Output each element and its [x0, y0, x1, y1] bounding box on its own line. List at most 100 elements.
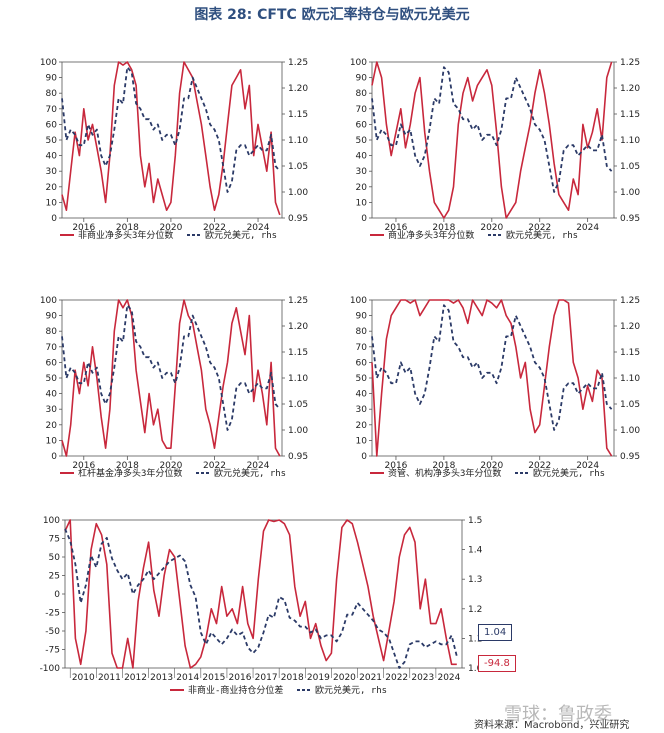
- left-tick-label: 0: [361, 452, 367, 462]
- x-tick-label: 2020: [159, 223, 182, 233]
- x-tick-label: 2020: [333, 673, 356, 683]
- left-tick-label: 50: [356, 374, 368, 384]
- x-tick-label: 2016: [229, 673, 252, 683]
- right-tick-label: 1.20: [620, 322, 640, 332]
- left-tick-label: -50: [45, 627, 60, 637]
- left-tick-label: -100: [40, 664, 61, 674]
- left-tick-label: 100: [350, 58, 367, 68]
- right-tick-label: 1.0: [468, 664, 483, 674]
- left-tick-label: 100: [350, 296, 367, 306]
- series-line-positioning: [371, 299, 613, 457]
- right-tick-label: 1.15: [288, 348, 308, 358]
- right-tick-label: 1.05: [620, 400, 640, 410]
- right-tick-label: 1.25: [288, 58, 308, 68]
- right-tick-label: 1.25: [620, 58, 640, 68]
- right-tick-label: 1.4: [468, 546, 483, 556]
- right-tick-label: 0.95: [288, 452, 308, 462]
- right-tick-label: 1.05: [288, 400, 308, 410]
- x-tick-label: 2010: [72, 673, 95, 683]
- right-tick-label: 1.00: [620, 426, 640, 436]
- x-tick-label: 2017: [255, 673, 278, 683]
- x-tick-label: 2024: [247, 223, 270, 233]
- left-tick-label: 100: [43, 516, 60, 526]
- x-tick-label: 2024: [576, 223, 599, 233]
- right-tick-label: 1.00: [620, 188, 640, 198]
- chart-leveraged-funds-percentile: 0 10 20 30 40 50 60 70 80 90 100 0.95 1.00 1.05 1.10 1.…: [40, 296, 309, 479]
- right-tick-label: 1.20: [288, 84, 308, 94]
- left-tick-label: 90: [46, 312, 58, 322]
- x-tick-label: 2022: [528, 223, 551, 233]
- left-tick-label: 20: [356, 183, 368, 193]
- left-tick-label: 100: [40, 296, 57, 306]
- chart-asset-managers-percentile: 0 10 20 30 40 50 60 70 80 90 100 0.95 1.00 1.05 1.10 1.…: [350, 296, 641, 479]
- series-line-eurusd: [371, 304, 613, 431]
- right-tick-label: 1.5: [468, 516, 482, 526]
- right-tick-label: 1.10: [288, 374, 308, 384]
- series-line-positioning: [64, 519, 457, 669]
- right-tick-label: 0.95: [288, 214, 308, 224]
- left-tick-label: 0: [54, 590, 60, 600]
- left-tick-label: 30: [46, 405, 58, 415]
- x-tick-label: 2024: [437, 673, 460, 683]
- figure-title: 图表 28: CFTC 欧元汇率持仓与欧元兑美元: [194, 7, 470, 23]
- left-tick-label: 30: [46, 167, 58, 177]
- left-tick-label: -25: [45, 609, 60, 619]
- legend-label-eurusd: 欧元兑美元, rhs: [315, 684, 387, 696]
- right-tick-label: 0.95: [620, 452, 640, 462]
- left-tick-label: 50: [356, 136, 368, 146]
- x-tick-label: 2019: [307, 673, 330, 683]
- x-tick-label: 2020: [480, 223, 503, 233]
- right-tick-label: 1.2: [468, 605, 482, 615]
- left-tick-label: 90: [356, 312, 368, 322]
- x-tick-label: 2022: [203, 223, 226, 233]
- left-tick-label: 70: [46, 343, 58, 353]
- x-tick-label: 2020: [480, 461, 503, 471]
- series-line-eurusd: [64, 528, 458, 669]
- x-tick-label: 2022: [203, 461, 226, 471]
- left-tick-label: -75: [45, 646, 60, 656]
- left-tick-label: 0: [361, 214, 367, 224]
- right-tick-label: 1.10: [620, 136, 640, 146]
- spread-end-label: -94.8: [478, 655, 516, 672]
- left-tick-label: 60: [46, 120, 58, 130]
- left-tick-label: 30: [356, 167, 368, 177]
- right-tick-label: 1.10: [620, 374, 640, 384]
- series-line-eurusd: [61, 66, 281, 193]
- watermark: 雪球：鲁政委: [504, 704, 612, 725]
- x-tick-label: 2016: [72, 461, 95, 471]
- x-tick-label: 2014: [176, 673, 199, 683]
- legend-label-positioning: 商业净多头3年分位数: [388, 229, 474, 241]
- right-tick-label: 1.15: [620, 348, 640, 358]
- left-tick-label: 20: [46, 183, 58, 193]
- left-tick-label: 70: [356, 343, 368, 353]
- x-tick-label: 2018: [281, 673, 304, 683]
- x-tick-label: 2024: [576, 461, 599, 471]
- source-note: 资料来源：Macrobond，兴业研究: [474, 720, 630, 731]
- left-tick-label: 10: [46, 198, 58, 208]
- x-tick-label: 2024: [247, 461, 270, 471]
- x-tick-label: 2022: [528, 461, 551, 471]
- right-tick-label: 0.95: [620, 214, 640, 224]
- fx-end-label: 1.04: [478, 624, 513, 641]
- x-tick-label: 2022: [385, 673, 408, 683]
- left-tick-label: 20: [46, 421, 58, 431]
- chart-position-spread: -100 -75 -50 -25 0 25 50 75 100 1.0 1.1 1.2 1.3 1.4 1.…: [40, 516, 483, 696]
- left-tick-label: 60: [356, 120, 368, 130]
- right-tick-label: 1.3: [468, 575, 482, 585]
- left-tick-label: 40: [356, 152, 368, 162]
- right-tick-label: 1.05: [620, 162, 640, 172]
- right-tick-label: 1.25: [288, 296, 308, 306]
- left-tick-label: 70: [46, 105, 58, 115]
- x-tick-label: 2015: [202, 673, 225, 683]
- x-tick-label: 2012: [124, 673, 147, 683]
- left-tick-label: 40: [356, 390, 368, 400]
- x-tick-label: 2013: [150, 673, 173, 683]
- chart-noncommercial-percentile: 0 10 20 30 40 50 60 70 80 90 100 0.95 1.00 1.05 1.10 1.…: [40, 58, 309, 241]
- x-tick-label: 2018: [116, 461, 139, 471]
- series-line-eurusd: [61, 304, 281, 431]
- left-tick-label: 40: [46, 390, 58, 400]
- left-tick-label: 60: [356, 358, 368, 368]
- left-tick-label: 50: [49, 553, 61, 563]
- left-tick-label: 40: [46, 152, 58, 162]
- left-tick-label: 80: [46, 89, 58, 99]
